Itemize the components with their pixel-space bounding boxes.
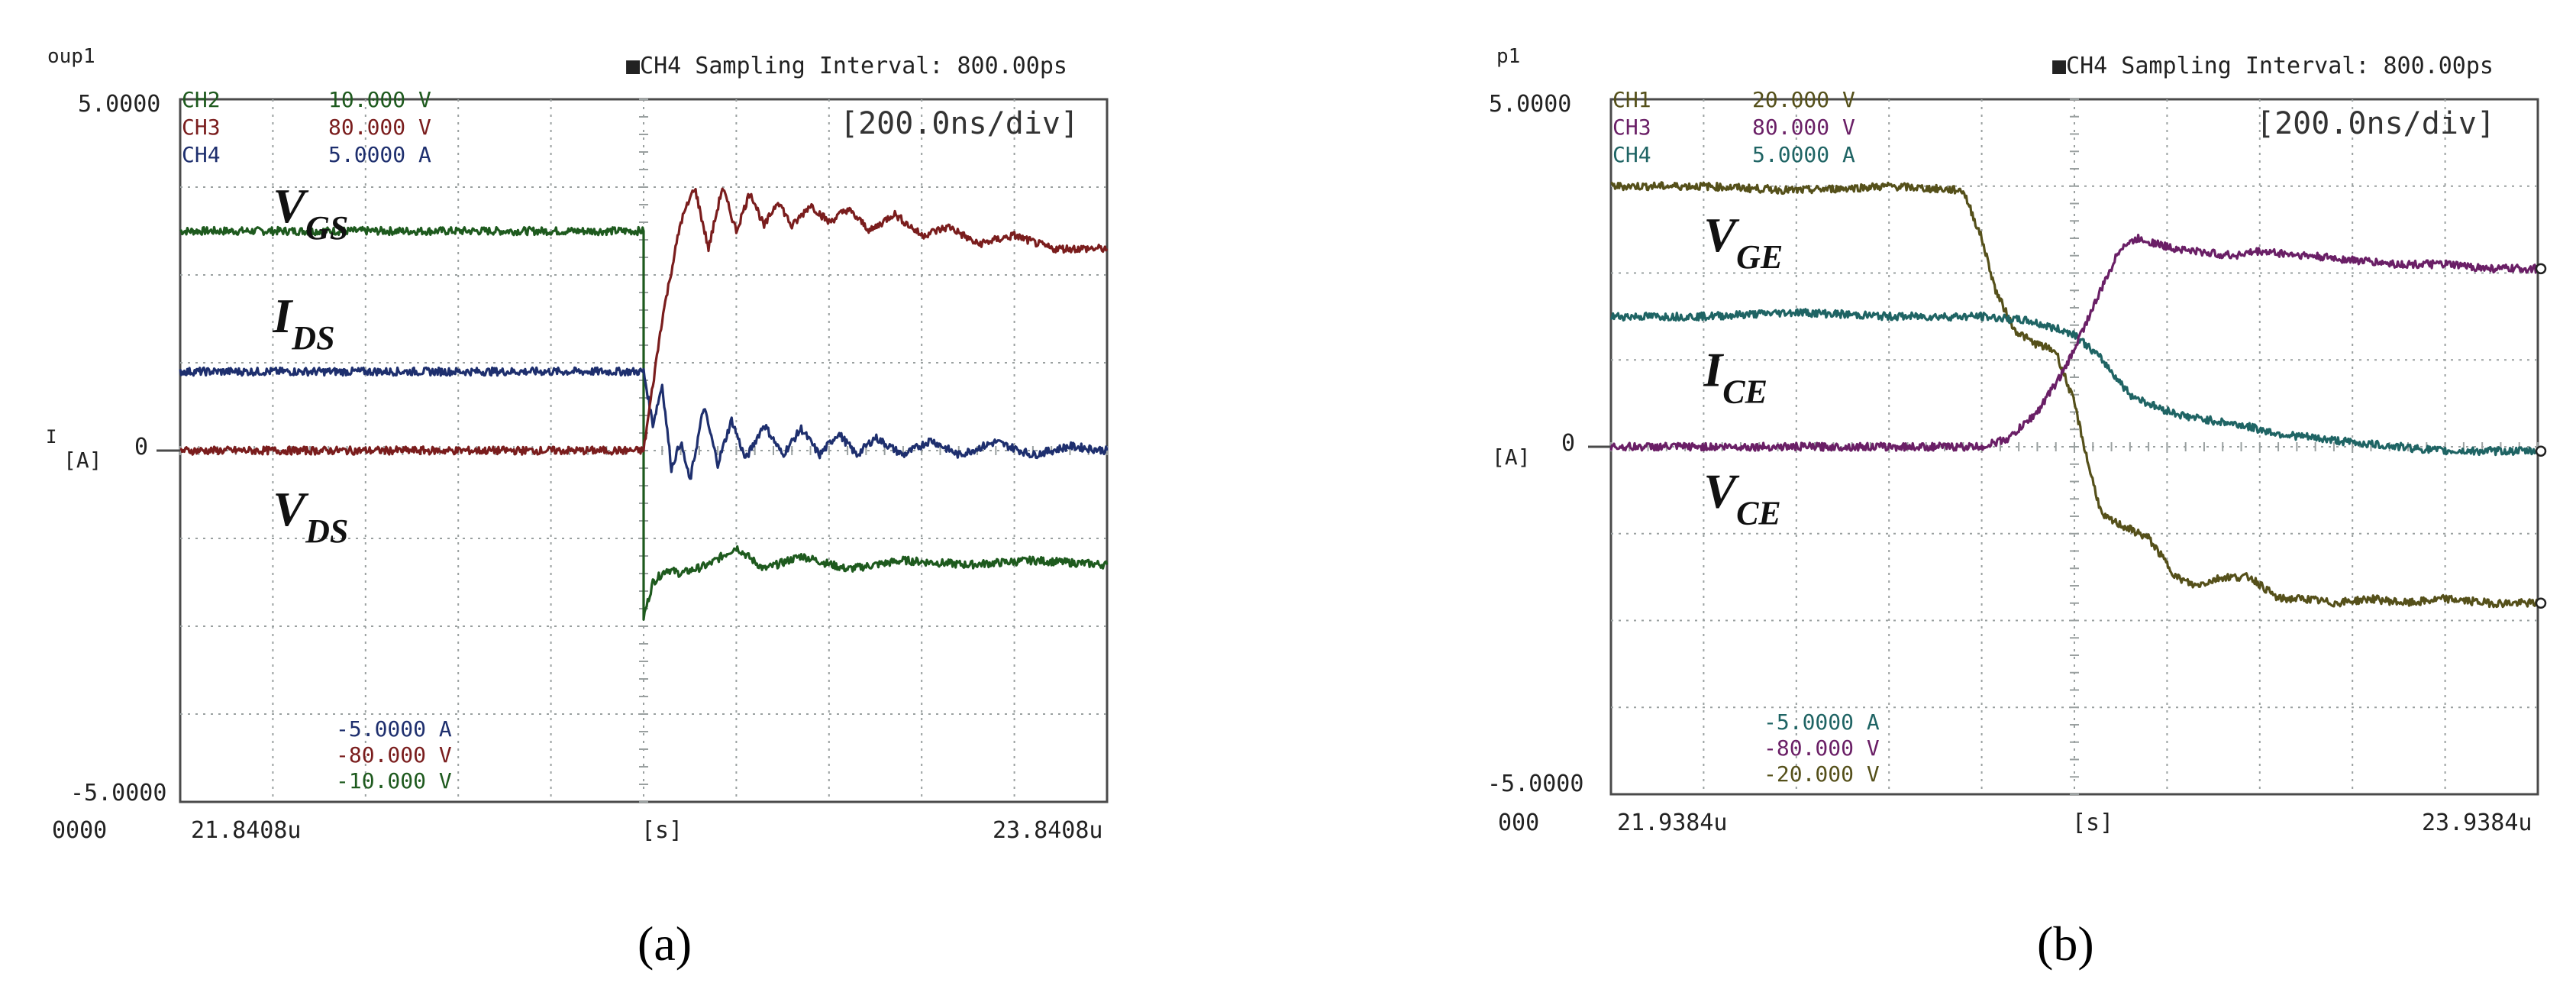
panel-a-xunit-label: [s] — [641, 817, 683, 844]
panel-b-channel-scale: 5.0000 A — [1752, 142, 1855, 167]
panel-a-channel-name: CH3 — [182, 115, 221, 140]
panel-a-channel-bottom-scale: -5.0000 A — [336, 716, 452, 742]
panel-a-timebase: [200.0ns/div] — [840, 106, 1079, 141]
panel-a-yunit-label: [A] — [63, 448, 102, 473]
panel-a-signal-label: VDS — [273, 482, 348, 550]
panel-a-channel-name: CH4 — [182, 142, 221, 167]
panel-b-channel-name: CH1 — [1612, 87, 1651, 112]
panel-a-signal-label: VGS — [273, 179, 348, 247]
panel-b-signal-label: ICE — [1703, 342, 1767, 410]
panel-a-yzero-label: 0 — [134, 434, 148, 461]
panel-a-xstart-label: 21.8408u — [191, 817, 302, 844]
panel-b-trace-end-marker — [2535, 597, 2547, 609]
panel-b-ytop-label: 5.0000 — [1489, 91, 1571, 118]
panel-a-channel-bottom-scale: -80.000 V — [336, 742, 452, 768]
panel-b-plot: CH1 20.000 V CH3 80.000 V CH4 5.0000 A -5.0000… — [1588, 87, 2547, 796]
panel-a-channel-scale: 10.000 V — [328, 87, 431, 112]
panel-b-sampling-header: ■CH4 Sampling Interval: 800.00ps — [2052, 53, 2494, 79]
panel-b-channel-scale: 20.000 V — [1752, 87, 1855, 112]
panel-a-ytop-label: 5.0000 — [78, 91, 160, 118]
panel-b-trace-end-marker — [2535, 263, 2547, 275]
panel-a-xend-label: 23.8408u — [993, 817, 1103, 844]
panel-a-trace-v-gs — [179, 225, 1109, 621]
panel-a-channel-scale: 80.000 V — [328, 115, 431, 140]
panel-b-channel-name: CH4 — [1612, 142, 1651, 167]
panel-a-yside-mark: I — [46, 426, 56, 448]
panel-b-channel-bottom-scale: -20.000 V — [1764, 761, 1880, 787]
panel-b-xend-label: 23.9384u — [2422, 810, 2532, 836]
panel-b-xunit-label: [s] — [2072, 810, 2113, 836]
panel-a-channel-name: CH2 — [182, 87, 221, 112]
panel-b-yunit-label: [A] — [1492, 444, 1531, 470]
panel-a-caption: (a) — [638, 916, 692, 971]
panel-b-xleft-label: 000 — [1498, 810, 1539, 836]
panel-b-corner-label: p1 — [1496, 45, 1520, 68]
panel-b-caption: (b) — [2037, 916, 2094, 971]
panel-b-trace-end-marker — [2535, 445, 2547, 457]
panel-b: p1 ■CH4 Sampling Interval: 800.00ps CH1 2… — [1487, 45, 2547, 971]
panel-b-ybottom-label: -5.0000 — [1487, 771, 1583, 797]
panel-b-trace-i-ce — [1609, 308, 2539, 457]
panel-a-plot: CH2 10.000 V CH3 80.000 V CH4 5.0000 A -5.0000… — [157, 87, 1109, 803]
panel-b-channel-name: CH3 — [1612, 115, 1651, 140]
panel-a-trace-i-ds — [179, 366, 1109, 480]
panel-a-signal-label: IDS — [272, 289, 334, 357]
panel-a-channel-scale: 5.0000 A — [328, 142, 431, 167]
panel-b-yzero-label: 0 — [1561, 430, 1575, 457]
panel-b-timebase: [200.0ns/div] — [2256, 106, 2495, 141]
panel-b-trace-v-ge — [1610, 181, 2539, 609]
panel-b-channel-scale: 80.000 V — [1752, 115, 1855, 140]
panel-b-trace-v-ce — [1609, 234, 2539, 452]
panel-b-signal-label: VGE — [1703, 208, 1783, 276]
panel-a-sampling-header: ■CH4 Sampling Interval: 800.00ps — [626, 53, 1067, 79]
panel-b-channel-bottom-scale: -5.0000 A — [1764, 709, 1880, 735]
panel-a: oup1 ■CH4 Sampling Interval: 800.00ps CH… — [46, 45, 1109, 971]
panel-b-signal-label: VCE — [1703, 464, 1780, 532]
panel-a-trace-v-ds — [179, 187, 1109, 456]
panel-a-ybottom-label: -5.0000 — [70, 780, 166, 806]
panel-a-corner-label: oup1 — [47, 45, 95, 68]
panel-a-xleft-label: 0000 — [52, 817, 107, 844]
panel-b-xstart-label: 21.9384u — [1617, 810, 1728, 836]
panel-b-channel-bottom-scale: -80.000 V — [1764, 735, 1880, 761]
panel-a-channel-bottom-scale: -10.000 V — [336, 768, 452, 793]
